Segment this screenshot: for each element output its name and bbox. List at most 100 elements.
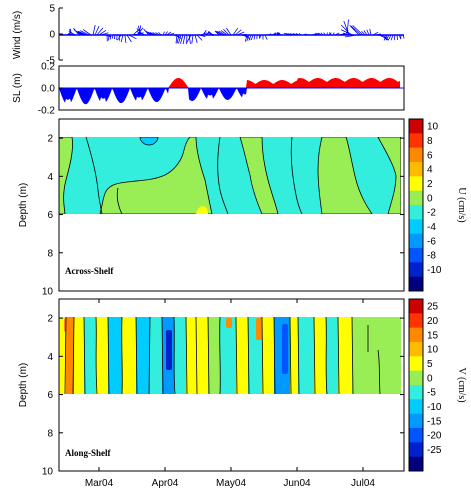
xtick-label: Jun04 [283, 478, 311, 489]
colorbar-tick-label: 15 [427, 330, 439, 341]
wind-panel: 5 0 -5 Wind (m/s) [12, 4, 405, 67]
v-band [338, 317, 352, 394]
u-contour-positive-5 [377, 137, 401, 214]
colorbar-swatch [409, 442, 423, 457]
colorbar-tick-label: 0 [427, 193, 433, 204]
u-colorbar: 10 8 6 4 2 0 -2 -4 -6 -8 -10 [408, 118, 442, 292]
v-band [74, 317, 84, 394]
colorbar-tick-label: -6 [427, 236, 436, 247]
colorbar-tick-label: 10 [427, 122, 439, 133]
v-patch [256, 318, 262, 340]
v-patch [166, 330, 172, 370]
colorbar-tick-label: -20 [427, 431, 442, 442]
colorbar-tick-label: 8 [427, 136, 433, 147]
colorbar-tick-label: -15 [427, 416, 442, 427]
colorbar-tick-label: 10 [427, 345, 439, 356]
colorbar-swatch [409, 370, 423, 386]
colorbar-swatch [409, 399, 423, 414]
colorbar-swatch [409, 313, 423, 328]
v-band [326, 317, 338, 394]
wind-ytick-label: 5 [49, 4, 55, 15]
colorbar-swatch [409, 428, 423, 443]
depth-ytick-label: 4 [47, 172, 53, 183]
depth-ytick-label: 2 [47, 314, 53, 325]
colorbar-swatch [409, 133, 423, 148]
v-patch [226, 318, 232, 328]
v-band [108, 317, 122, 394]
colorbar-tick-label: 20 [427, 316, 439, 327]
depth-ytick-label: 8 [47, 248, 53, 259]
u-colorbar-label: U (cm/s) [456, 187, 467, 222]
u-contour-positive-small [196, 206, 208, 214]
v-band [84, 317, 96, 394]
v-band [66, 317, 74, 394]
v-band [352, 317, 401, 394]
colorbar-swatch [409, 162, 423, 177]
depth-ytick-label: 4 [47, 352, 53, 363]
u-contour-lines [85, 137, 303, 214]
wind-ytick-label: 0 [49, 30, 55, 41]
v-band [290, 317, 298, 394]
v-band [96, 317, 108, 394]
xtick-label: Jul04 [351, 478, 375, 489]
colorbar-swatch [409, 413, 423, 429]
depth-ytick-label: 2 [47, 134, 53, 145]
colorbar-tick-label: -4 [427, 222, 436, 233]
depth-ytick-label: 10 [42, 287, 54, 298]
v-band [220, 317, 236, 394]
colorbar-swatch [409, 262, 423, 277]
colorbar-tick-label: 5 [427, 359, 433, 370]
v-band [196, 317, 208, 394]
u-contour-negative-1 [139, 137, 159, 146]
across-shelf-ylabel: Depth (m) [18, 183, 29, 227]
xtick-label: Apr04 [152, 478, 179, 489]
across-shelf-label: Across-Shelf [65, 266, 114, 276]
sea-level-panel: 0.2 0.0 -0.2 SL (m) [12, 62, 405, 117]
wind-ylabel: Wind (m/s) [12, 11, 23, 59]
colorbar-tick-label: -10 [427, 402, 442, 413]
v-band [314, 317, 326, 394]
wind-stick-lines [65, 19, 405, 45]
sea-level-ylabel: SL (m) [12, 73, 23, 103]
along-shelf-label: Along-Shelf [65, 448, 112, 458]
xtick-label: May04 [216, 478, 246, 489]
colorbar-tick-label: 2 [427, 179, 433, 190]
colorbar-swatch [409, 205, 423, 220]
colorbar-tick-label: -25 [427, 445, 442, 456]
xtick-label: Mar04 [85, 478, 114, 489]
v-band [150, 317, 162, 394]
u-contour-positive-3 [239, 137, 279, 214]
v-colorbar-label: V (cm/s) [456, 367, 467, 402]
colorbar-tick-label: -5 [427, 388, 436, 399]
colorbar-tick-label: 25 [427, 302, 439, 313]
colorbar-swatch [409, 119, 423, 134]
colorbar-swatch [409, 327, 423, 343]
colorbar-tick-label: -2 [427, 208, 436, 219]
v-patch [282, 324, 288, 374]
sea-level-ytick-label: -0.2 [38, 106, 56, 117]
wind-sticks [65, 19, 405, 45]
u-contour-positive-1 [59, 137, 73, 214]
colorbar-swatch [409, 147, 423, 163]
v-band [186, 317, 196, 394]
colorbar-swatch [409, 233, 423, 249]
v-band [208, 317, 220, 394]
u-contour-positive-2 [99, 137, 213, 214]
colorbar-tick-label: 4 [427, 165, 433, 176]
colorbar-tick-label: -10 [427, 265, 442, 276]
sea-level-ytick-label: 0.0 [41, 84, 55, 95]
sea-level-ytick-label: 0.2 [41, 62, 55, 73]
v-band [59, 317, 66, 394]
colorbar-swatch [409, 190, 423, 206]
colorbar-swatch [409, 248, 423, 263]
along-shelf-panel: 2 4 6 8 10 Mar04 Apr04 May04 Jun04 Jul04 Along-S… [18, 298, 467, 489]
depth-ytick-label: 8 [47, 428, 53, 439]
colorbar-swatch [409, 385, 423, 400]
colorbar-tick-label: 6 [427, 150, 433, 161]
v-band [136, 317, 150, 394]
colorbar-swatch [409, 299, 423, 314]
colorbar-swatch [409, 176, 423, 191]
colorbar-swatch [409, 456, 423, 472]
colorbar-swatch [409, 342, 423, 357]
sea-level-positive-area [59, 78, 400, 88]
